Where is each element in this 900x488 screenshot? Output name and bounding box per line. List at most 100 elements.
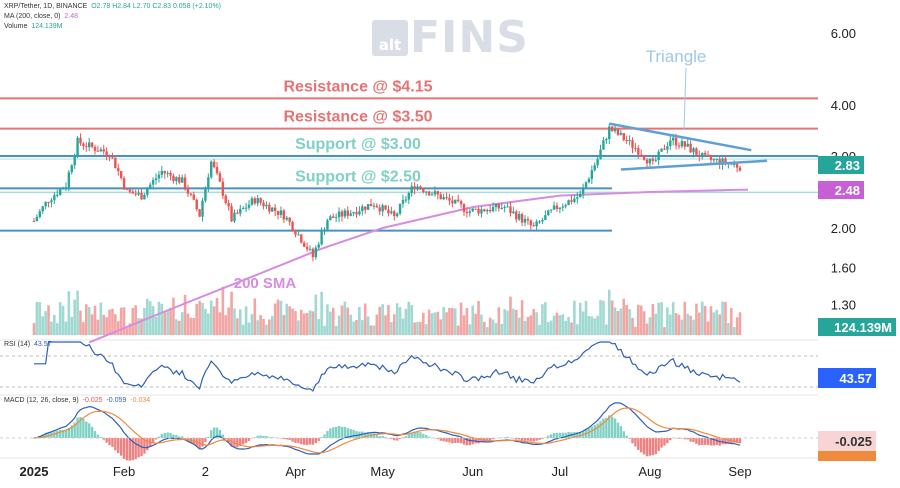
volume-bar (514, 309, 518, 335)
candle-body (189, 193, 193, 195)
volume-bar (131, 308, 135, 335)
legend-rsi-value: 43.57 (34, 341, 52, 348)
candle-body (689, 143, 692, 153)
macd-histogram-bar (323, 434, 326, 438)
macd-histogram-bar (619, 426, 623, 438)
volume-bar (105, 317, 108, 335)
macd-histogram-bar (381, 436, 384, 438)
candle-body (669, 140, 672, 147)
legend-macd-signal: -0.034 (130, 397, 151, 404)
volume-bar (468, 324, 472, 335)
candle-body (215, 167, 219, 174)
macd-histogram-bar (596, 423, 599, 438)
macd-histogram-bar (166, 432, 169, 438)
macd-histogram-bar (625, 435, 628, 438)
macd-histogram-bar (99, 437, 103, 438)
volume-bar (729, 307, 733, 335)
level-label: Resistance @ $3.50 (283, 109, 432, 126)
volume-bar (538, 324, 541, 335)
date-tick-label: Feb (113, 464, 135, 479)
macd-histogram-bar (378, 436, 381, 438)
macd-histogram-bar (332, 427, 335, 438)
candle-body (99, 149, 103, 152)
candle-body (651, 158, 655, 161)
volume-bar (465, 308, 469, 335)
candle-body (346, 210, 349, 216)
price-tick-label: 4.00 (831, 98, 856, 113)
macd-histogram-bar (640, 438, 643, 453)
candle-body (32, 221, 36, 223)
macd-histogram-bar (410, 432, 413, 438)
macd-histogram-bar (151, 438, 155, 443)
candle-body (146, 188, 149, 195)
macd-histogram-bar (500, 437, 503, 438)
candle-body (317, 244, 320, 248)
legend-ma-label: MA (200, close, 0) (4, 13, 61, 20)
candle-body (297, 234, 300, 236)
candle-body (119, 171, 123, 179)
candle-body (160, 171, 164, 175)
macd-histogram-bar (648, 438, 652, 456)
triangle-pointer (683, 67, 687, 131)
volume-bar (552, 315, 556, 335)
candle-body (628, 140, 631, 142)
rsi-tag: 43.57 (818, 368, 876, 388)
candle-body (192, 194, 195, 200)
macd-histogram-bar (703, 438, 707, 445)
volume-bar (215, 297, 219, 335)
macd-histogram-bar (56, 430, 59, 438)
candle-body (570, 200, 573, 202)
volume-bar (430, 313, 434, 335)
macd-histogram-bar (294, 438, 297, 443)
candle-body (419, 186, 422, 189)
candle-body (262, 202, 265, 207)
candle-body (523, 219, 527, 223)
macd-histogram-bar (535, 438, 538, 441)
candle-body (207, 177, 210, 188)
volume-bar (616, 311, 620, 335)
volume-bar (268, 319, 271, 335)
triangle-label: Triangle (646, 47, 707, 66)
candle-body (349, 213, 352, 216)
volume-bar (718, 314, 721, 335)
macd-histogram-bar (259, 435, 262, 438)
volume-bar (698, 312, 701, 335)
volume-bar (703, 305, 707, 335)
candle-body (38, 211, 42, 217)
candle-body (436, 191, 440, 195)
candle-body (186, 189, 190, 194)
volume-bar (128, 323, 132, 335)
candle-body (35, 216, 39, 222)
volume-bar (424, 324, 428, 335)
horizontal-levels (0, 97, 818, 232)
macd-histogram-bar (108, 438, 111, 446)
candle-body (701, 152, 704, 158)
volume-bar (233, 308, 236, 335)
volume-bar (564, 320, 567, 335)
candle-body (366, 204, 370, 210)
macd-histogram-bar (515, 438, 518, 440)
candle-body (364, 206, 367, 210)
macd-pane (0, 402, 818, 461)
volume-bar (44, 311, 47, 335)
candle-body (250, 198, 254, 205)
candle-body (637, 148, 640, 155)
volume-bar (692, 319, 695, 335)
candle-body (85, 146, 88, 148)
volume-bar (82, 322, 85, 335)
candle-body (555, 205, 559, 209)
level-label: Support @ $2.50 (295, 168, 421, 185)
candle-body (273, 207, 277, 211)
volume-bar (599, 300, 602, 335)
macd-histogram-bar (642, 438, 646, 455)
volume-bar (721, 301, 724, 335)
candle-body (195, 199, 198, 210)
candle-body (718, 158, 721, 165)
volume-bar (84, 304, 88, 335)
price-tick-label: 2.00 (831, 221, 856, 236)
macd-histogram-bar (686, 438, 689, 440)
macd-histogram-bar (538, 438, 541, 440)
volume-bar (177, 320, 181, 335)
macd-histogram-bar (491, 438, 495, 440)
